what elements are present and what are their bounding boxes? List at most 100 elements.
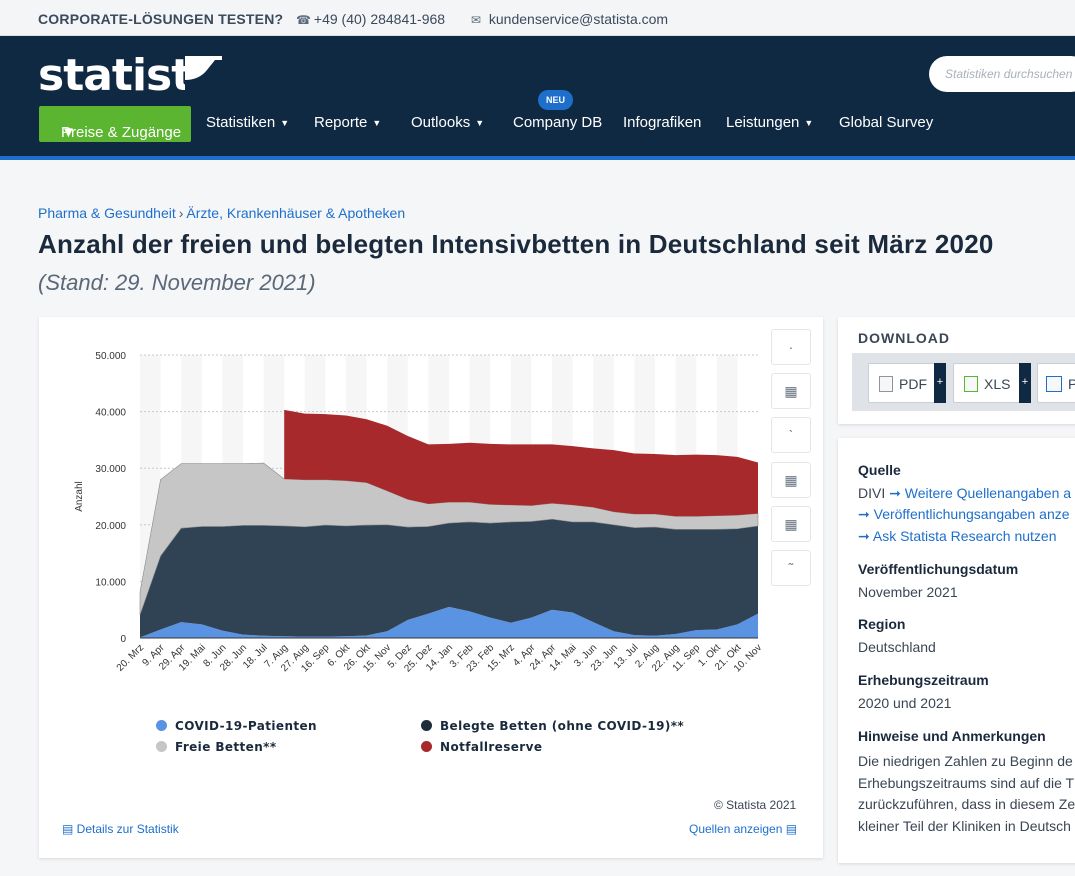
caret-down-icon: ▼ bbox=[61, 124, 76, 141]
notes-text: Die niedrigen Zahlen zu Beginn de Erhebu… bbox=[858, 751, 1075, 837]
sources-link[interactable]: Quellen anzeigen ▤ bbox=[689, 822, 797, 836]
chart-tool-button[interactable]: ˋ bbox=[771, 417, 811, 453]
download-pdf-label: PDF bbox=[899, 376, 927, 392]
caret-down-icon: ▼ bbox=[280, 118, 290, 129]
site-header: statista Statistiken durchsuchen Preise … bbox=[0, 36, 1075, 160]
email-contact[interactable]: ✉ kundenservice@statista.com bbox=[471, 11, 668, 27]
chart-tool-button[interactable]: ˜ bbox=[771, 550, 811, 586]
nav-reporte[interactable]: Reporte ▼ bbox=[314, 114, 381, 131]
arrow-right-icon: ➞ bbox=[858, 506, 874, 522]
download-title: DOWNLOAD bbox=[858, 330, 950, 346]
notes-line: zurückzuführen, dass in diesem Ze bbox=[858, 796, 1075, 812]
legend-item[interactable]: COVID-19-Patienten bbox=[156, 719, 317, 733]
tilde-icon: ˜ bbox=[788, 560, 794, 576]
chart-tool-button[interactable]: ▦ bbox=[771, 506, 811, 542]
legend-item[interactable]: Belegte Betten (ohne COVID-19)** bbox=[421, 719, 684, 733]
pdf-file-icon bbox=[879, 376, 893, 392]
phone-contact[interactable]: ☎ +49 (40) 284841-968 bbox=[296, 11, 445, 27]
top-bar: CORPORATE-LÖSUNGEN TESTEN? ☎ +49 (40) 28… bbox=[0, 0, 1075, 36]
email-address: kundenservice@statista.com bbox=[488, 11, 669, 27]
legend-dot-icon bbox=[421, 720, 432, 731]
ask-research-link[interactable]: ➞ Ask Statista Research nutzen bbox=[858, 528, 1057, 545]
nav-pricing-button[interactable]: Preise & Zugänge ▼ bbox=[39, 106, 191, 142]
nav-infografiken[interactable]: Infografiken bbox=[623, 114, 702, 131]
grid-icon: ▦ bbox=[784, 472, 798, 488]
notes-line: Die niedrigen Zahlen zu Beginn de bbox=[858, 753, 1073, 769]
legend-dot-icon bbox=[421, 741, 432, 752]
download-ppt-label: P bbox=[1068, 376, 1075, 392]
y-tick-label: 40.000 bbox=[95, 408, 126, 419]
legend-label: COVID-19-Patienten bbox=[175, 719, 318, 733]
area-series bbox=[140, 519, 758, 638]
page-title: Anzahl der freien und belegten Intensivb… bbox=[38, 229, 994, 259]
breadcrumb-item[interactable]: Pharma & Gesundheit bbox=[38, 205, 176, 221]
legend-label: Belegte Betten (ohne COVID-19)** bbox=[440, 719, 685, 733]
nav-outlooks[interactable]: Outlooks ▼ bbox=[411, 114, 484, 131]
region-heading: Region bbox=[858, 616, 906, 632]
source-name: DIVI bbox=[858, 485, 886, 501]
arrow-right-icon: ➞ bbox=[885, 485, 905, 501]
nav-leistungen-label: Leistungen bbox=[726, 114, 800, 131]
info-icon: ▤ bbox=[62, 822, 77, 836]
nav-global-survey[interactable]: Global Survey bbox=[839, 114, 934, 131]
tick-icon: ˋ bbox=[788, 427, 794, 443]
chart-tool-button[interactable]: · bbox=[771, 329, 811, 365]
caret-down-icon: ▼ bbox=[372, 118, 382, 129]
plus-icon[interactable]: + bbox=[1019, 363, 1031, 403]
notes-line: kleiner Teil der Kliniken in Deutsch bbox=[858, 817, 1071, 834]
notes-line: Erhebungszeitraums sind auf die T bbox=[858, 774, 1075, 791]
area-series bbox=[284, 409, 758, 517]
new-badge: NEU bbox=[538, 90, 573, 110]
pubdate-heading: Veröffentlichungsdatum bbox=[858, 561, 1019, 577]
nav-statistiken[interactable]: Statistiken ▼ bbox=[206, 114, 289, 131]
caret-down-icon: ▼ bbox=[475, 118, 485, 129]
arrow-right-icon: ➞ bbox=[858, 528, 873, 544]
more-sources-link[interactable]: Weitere Quellenangaben a bbox=[904, 485, 1072, 501]
download-ppt-button[interactable]: P bbox=[1037, 363, 1075, 403]
download-tray: PDF + XLS + P bbox=[852, 353, 1075, 411]
period-value: 2020 und 2021 bbox=[858, 695, 952, 711]
png-file-icon bbox=[1046, 376, 1062, 392]
breadcrumb: Pharma & Gesundheit › Ärzte, Krankenhäuser… bbox=[38, 205, 405, 221]
download-xls-label: XLS bbox=[984, 376, 1011, 392]
y-tick-label: 50.000 bbox=[95, 351, 126, 362]
ask-research-label: Ask Statista Research nutzen bbox=[872, 528, 1057, 544]
area-series bbox=[139, 462, 759, 615]
region-value: Deutschland bbox=[858, 639, 936, 655]
legend-dot-icon bbox=[156, 720, 167, 731]
plus-icon[interactable]: + bbox=[934, 363, 946, 403]
nav-statistiken-label: Statistiken bbox=[206, 114, 276, 131]
chart-copyright: © Statista 2021 bbox=[714, 798, 797, 812]
download-xls-button[interactable]: XLS + bbox=[953, 363, 1031, 403]
grid-icon: ▦ bbox=[784, 516, 798, 532]
publication-info-link[interactable]: ➞ Veröffentlichungsangaben anze bbox=[858, 506, 1070, 523]
nav-outlooks-label: Outlooks bbox=[411, 114, 471, 131]
xls-file-icon bbox=[964, 376, 978, 392]
corporate-link[interactable]: CORPORATE-LÖSUNGEN TESTEN? bbox=[38, 11, 284, 27]
y-tick-label: 20.000 bbox=[95, 521, 126, 532]
chart-tool-button[interactable]: ▦ bbox=[771, 373, 811, 409]
download-pdf-button[interactable]: PDF + bbox=[868, 363, 946, 403]
breadcrumb-item[interactable]: Ärzte, Krankenhäuser & Apotheken bbox=[186, 205, 406, 221]
y-tick-label: 0 bbox=[120, 634, 126, 645]
nav-company-db[interactable]: Company DB bbox=[513, 114, 603, 131]
chart-tool-button[interactable]: ▦ bbox=[771, 462, 811, 498]
area-series bbox=[140, 606, 758, 638]
nav-leistungen[interactable]: Leistungen ▼ bbox=[726, 114, 813, 131]
caret-down-icon: ▼ bbox=[804, 118, 814, 129]
logo-mark-icon bbox=[185, 56, 222, 92]
mail-icon: ✉ bbox=[471, 13, 482, 27]
publication-info-label: Veröffentlichungsangaben anze bbox=[873, 506, 1070, 522]
dot-icon: · bbox=[788, 339, 794, 355]
y-tick-label: 30.000 bbox=[95, 464, 126, 475]
search-input[interactable]: Statistiken durchsuchen bbox=[929, 56, 1075, 92]
legend-dot-icon bbox=[156, 741, 167, 752]
legend-item[interactable]: Notfallreserve bbox=[421, 740, 542, 754]
x-tick-label: 20. Mrz bbox=[115, 642, 146, 673]
legend-item[interactable]: Freie Betten** bbox=[156, 740, 277, 754]
details-link-label: Details zur Statistik bbox=[76, 822, 179, 836]
y-tick-label: 10.000 bbox=[95, 577, 126, 588]
search-placeholder: Statistiken durchsuchen bbox=[945, 67, 1073, 81]
details-link[interactable]: ▤ Details zur Statistik bbox=[62, 822, 179, 836]
y-axis-label: Anzahl bbox=[74, 481, 85, 512]
